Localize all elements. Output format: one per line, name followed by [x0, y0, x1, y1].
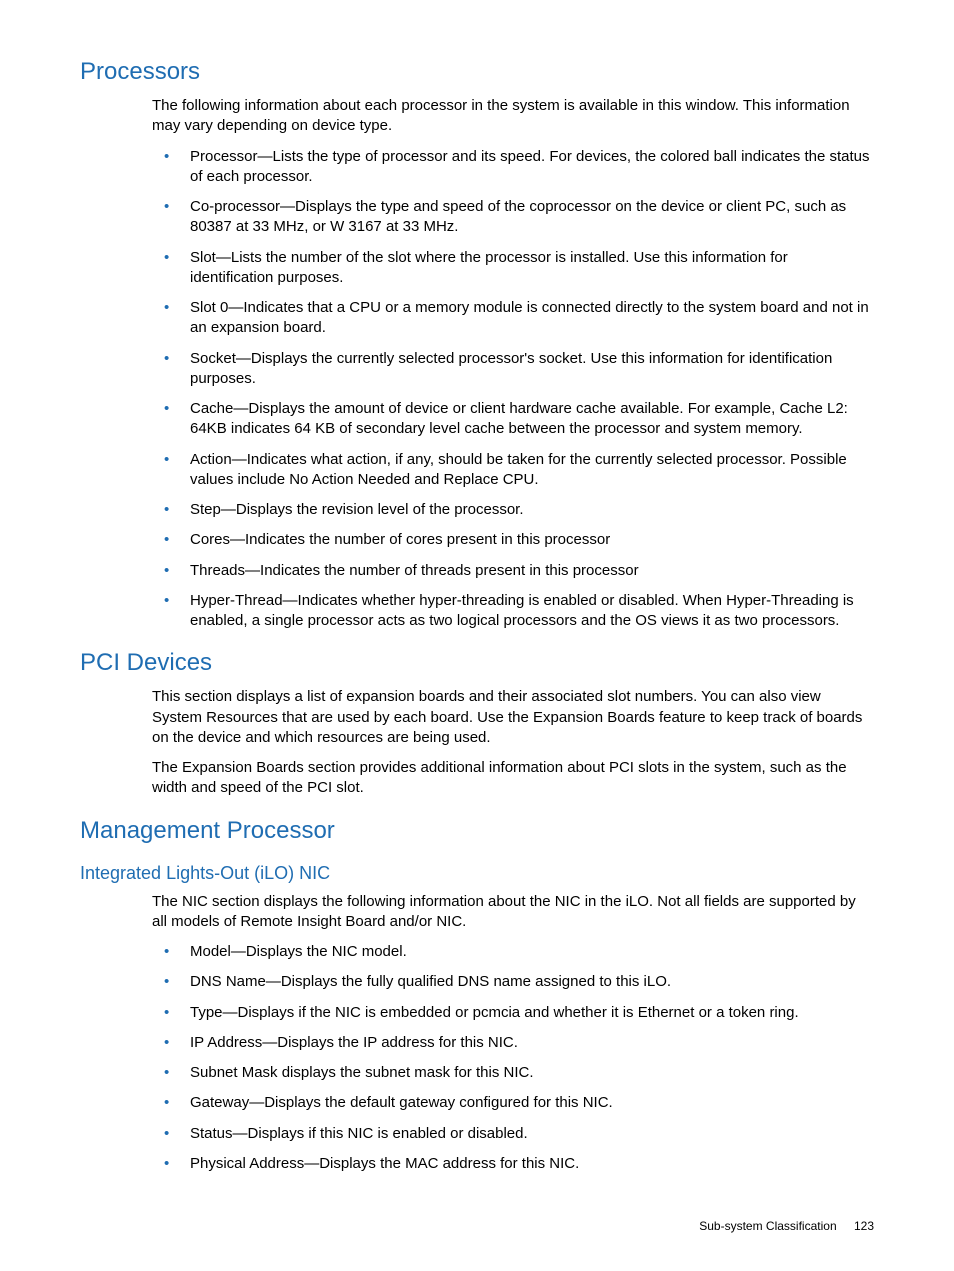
list-item: Subnet Mask displays the subnet mask for… — [152, 1063, 874, 1083]
pci-para-2: The Expansion Boards section provides ad… — [152, 758, 874, 799]
list-item: Step—Displays the revision level of the … — [152, 500, 874, 520]
pci-body: This section displays a list of expansio… — [152, 687, 874, 798]
list-item: Slot 0—Indicates that a CPU or a memory … — [152, 298, 874, 339]
page-footer: Sub-system Classification 123 — [699, 1219, 874, 1233]
list-item: DNS Name—Displays the fully qualified DN… — [152, 972, 874, 992]
list-item: Cores—Indicates the number of cores pres… — [152, 530, 874, 550]
ilo-intro: The NIC section displays the following i… — [152, 892, 874, 933]
ilo-list: Model—Displays the NIC model. DNS Name—D… — [152, 942, 874, 1174]
list-item: Gateway—Displays the default gateway con… — [152, 1093, 874, 1113]
heading-processors: Processors — [80, 58, 874, 86]
list-item: Model—Displays the NIC model. — [152, 942, 874, 962]
heading-management-processor: Management Processor — [80, 817, 874, 845]
pci-para-1: This section displays a list of expansio… — [152, 687, 874, 748]
list-item: Physical Address—Displays the MAC addres… — [152, 1154, 874, 1174]
ilo-body: The NIC section displays the following i… — [152, 892, 874, 1175]
list-item: Cache—Displays the amount of device or c… — [152, 399, 874, 440]
processors-intro: The following information about each pro… — [152, 96, 874, 137]
list-item: Slot—Lists the number of the slot where … — [152, 248, 874, 289]
processors-body: The following information about each pro… — [152, 96, 874, 631]
page-number: 123 — [854, 1219, 874, 1233]
heading-pci-devices: PCI Devices — [80, 649, 874, 677]
list-item: Threads—Indicates the number of threads … — [152, 561, 874, 581]
list-item: IP Address—Displays the IP address for t… — [152, 1033, 874, 1053]
list-item: Co-processor—Displays the type and speed… — [152, 197, 874, 238]
list-item: Status—Displays if this NIC is enabled o… — [152, 1124, 874, 1144]
list-item: Hyper-Thread—Indicates whether hyper-thr… — [152, 591, 874, 632]
processors-list: Processor—Lists the type of processor an… — [152, 147, 874, 632]
list-item: Type—Displays if the NIC is embedded or … — [152, 1003, 874, 1023]
footer-label: Sub-system Classification — [699, 1219, 836, 1233]
list-item: Socket—Displays the currently selected p… — [152, 349, 874, 390]
list-item: Action—Indicates what action, if any, sh… — [152, 450, 874, 491]
list-item: Processor—Lists the type of processor an… — [152, 147, 874, 188]
document-page: Processors The following information abo… — [0, 0, 954, 1271]
heading-ilo-nic: Integrated Lights-Out (iLO) NIC — [80, 863, 874, 884]
